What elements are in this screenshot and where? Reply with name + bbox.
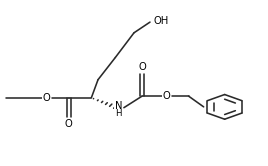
Text: OH: OH [153,16,168,26]
Text: O: O [42,93,50,103]
Text: O: O [138,62,146,72]
Text: O: O [65,119,73,129]
Text: N: N [115,101,122,111]
Text: H: H [115,109,122,119]
Text: O: O [162,91,170,101]
